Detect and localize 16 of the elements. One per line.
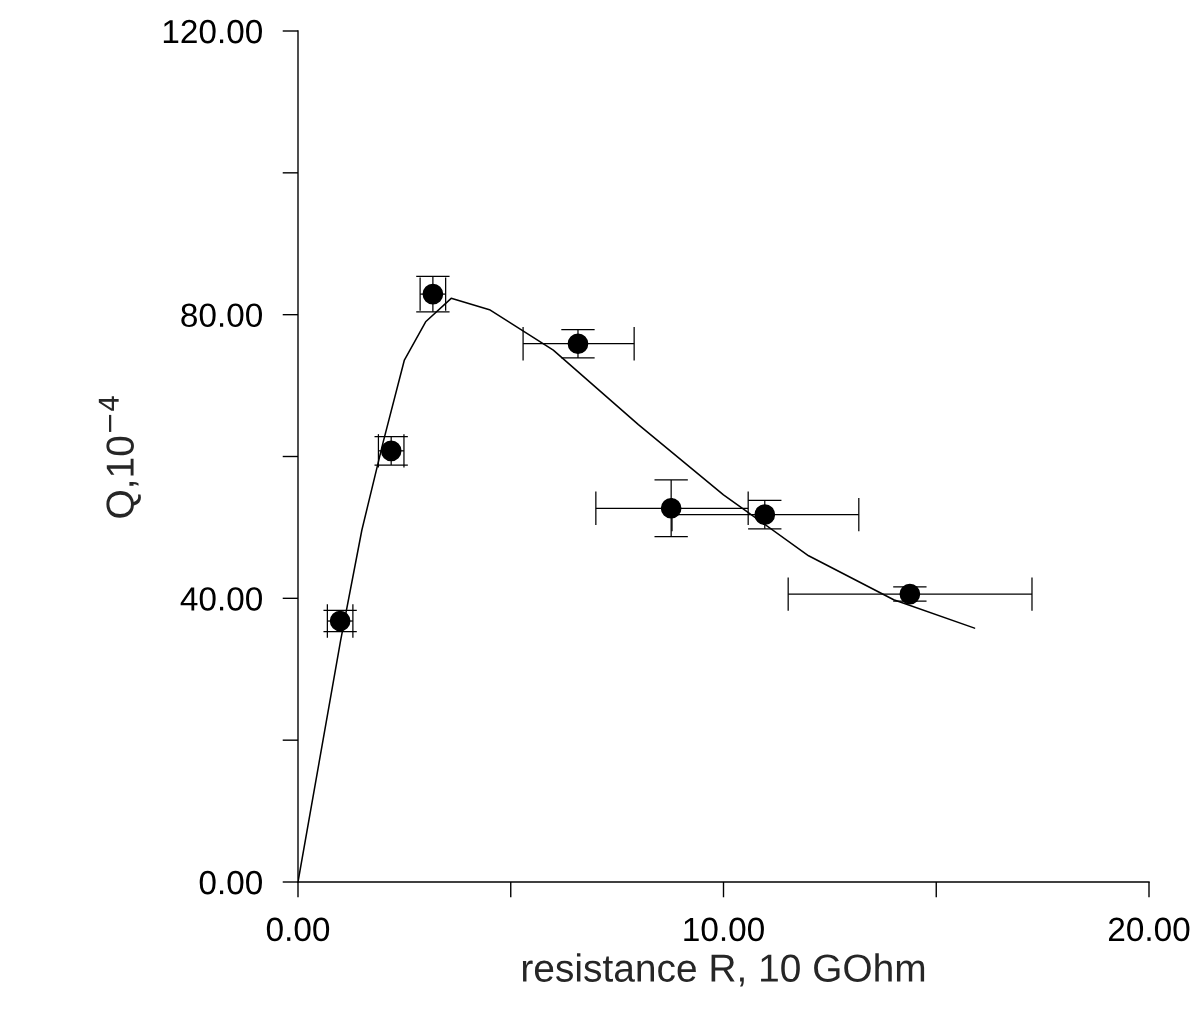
x-tick-label: 10.00	[684, 917, 764, 942]
x-tick-label: 0.00	[266, 917, 330, 942]
point	[899, 583, 921, 605]
y-tick-label: 120.00	[163, 19, 262, 44]
y-tick-label: 40.00	[180, 587, 262, 611]
point	[380, 440, 402, 462]
point	[422, 283, 444, 305]
point	[329, 610, 351, 632]
point	[754, 504, 776, 525]
x-axis-title: resistance R, 10 GOhm	[522, 953, 925, 987]
x-tick-label: 20.00	[1108, 917, 1190, 942]
y-tick-label: 80.00	[181, 303, 262, 328]
y-tick-label: 0.00	[199, 870, 262, 895]
point	[567, 333, 589, 355]
y-axis-title: Q,10$^{−4}$	[98, 396, 141, 518]
point	[660, 497, 682, 519]
